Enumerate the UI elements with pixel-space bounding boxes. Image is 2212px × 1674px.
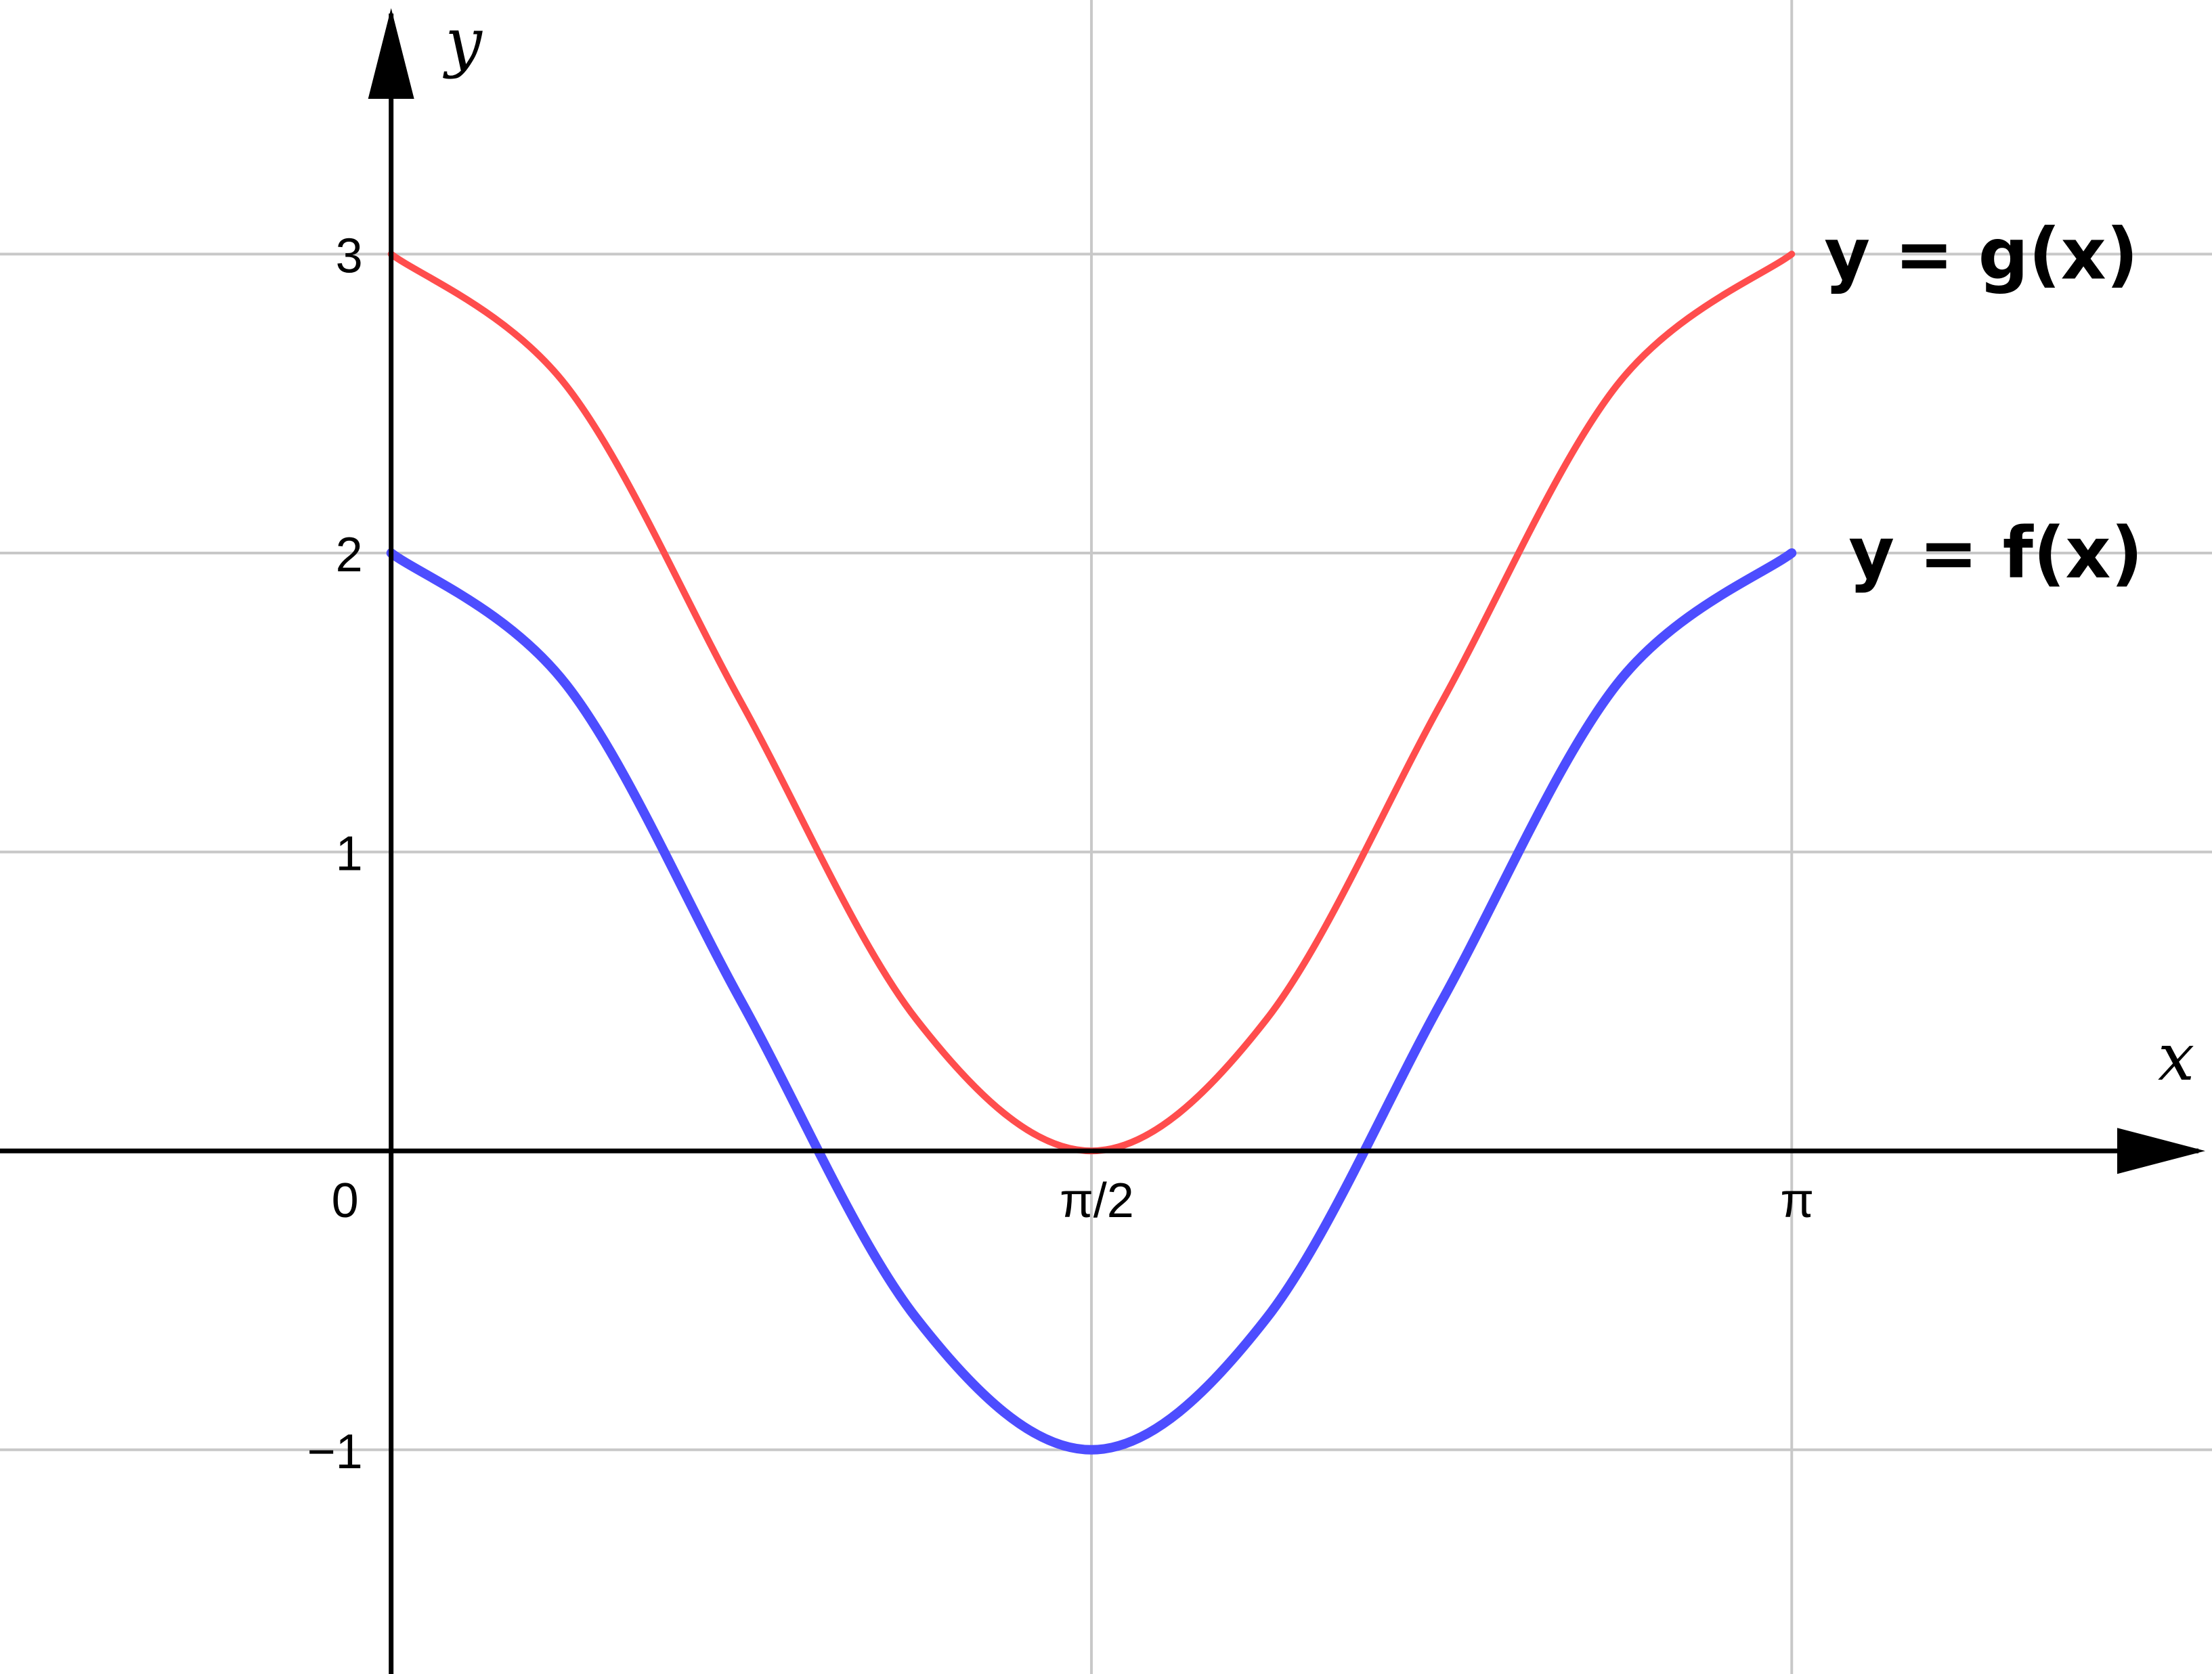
series-label-0: y = g(x) bbox=[1824, 213, 2138, 295]
y-axis-label: y bbox=[443, 4, 483, 80]
series-line-1 bbox=[386, 548, 1797, 1455]
x-tick-label-2: π bbox=[1780, 1174, 1814, 1228]
y-tick-label-2: 2 bbox=[336, 528, 363, 582]
axes: x y bbox=[0, 4, 2205, 1674]
x-axis-arrow bbox=[2117, 1128, 2205, 1174]
y-tick-label-3: 3 bbox=[336, 229, 363, 283]
series-label-1: y = f(x) bbox=[1848, 512, 2143, 594]
y-tick-label-1: 1 bbox=[336, 827, 363, 881]
tick-labels: 0 π/2 π −1 1 2 3 bbox=[307, 229, 1815, 1478]
y-tick-label-0: −1 bbox=[307, 1425, 363, 1479]
y-axis-arrow bbox=[368, 8, 414, 99]
series-labels: y = g(x) y = f(x) bbox=[1824, 213, 2143, 594]
x-tick-label-1: π/2 bbox=[1060, 1174, 1134, 1228]
x-axis-label: x bbox=[2158, 1019, 2194, 1095]
x-tick-label-0: 0 bbox=[332, 1174, 359, 1228]
